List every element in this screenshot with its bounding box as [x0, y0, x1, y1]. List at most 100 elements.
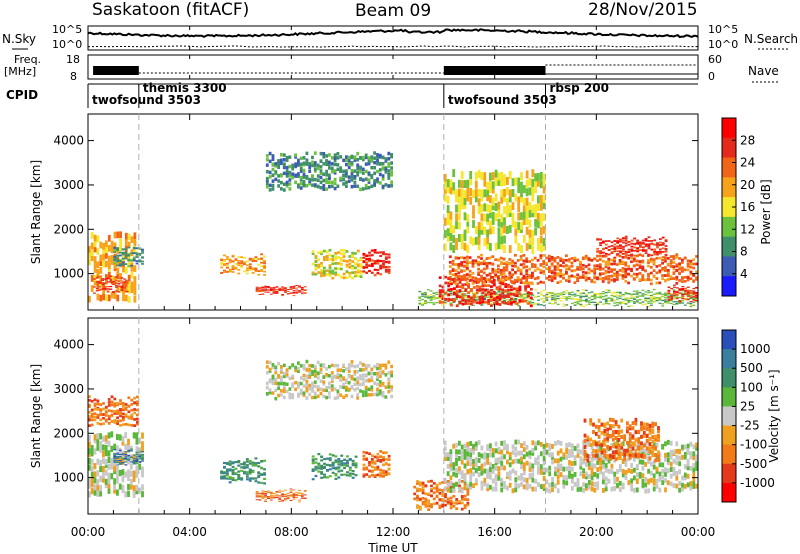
heatmap-cell	[267, 491, 270, 493]
heatmap-cell	[424, 300, 427, 303]
heatmap-cell	[559, 280, 563, 283]
heatmap-cell	[551, 459, 554, 465]
heatmap-cell	[261, 293, 265, 295]
heatmap-cell	[285, 169, 289, 173]
heatmap-cell	[508, 224, 512, 233]
heatmap-cell	[368, 264, 371, 267]
heatmap-cell	[617, 437, 621, 442]
heatmap-cell	[260, 265, 264, 268]
heatmap-cell	[537, 482, 540, 487]
heatmap-cell	[284, 287, 287, 288]
heatmap-cell	[354, 455, 358, 458]
heatmap-cell	[113, 455, 117, 458]
heatmap-cell	[99, 403, 103, 406]
heatmap-cell	[340, 462, 344, 465]
heatmap-cell	[599, 294, 602, 296]
heatmap-cell	[556, 458, 560, 464]
heatmap-cell	[607, 458, 611, 464]
heatmap-cell	[96, 293, 100, 301]
heatmap-cell	[460, 276, 463, 280]
heatmap-cell	[528, 241, 532, 250]
heatmap-cell	[351, 476, 355, 479]
heatmap-cell	[658, 458, 662, 463]
heatmap-cell	[104, 435, 108, 442]
heatmap-cell	[343, 473, 346, 476]
heatmap-cell	[579, 461, 583, 467]
heatmap-cell	[534, 204, 537, 213]
heatmap-cell	[323, 462, 326, 465]
heatmap-cell	[320, 472, 324, 475]
heatmap-cell	[133, 424, 136, 427]
heatmap-cell	[135, 451, 139, 453]
power-colorbar-swatch	[722, 276, 736, 297]
heatmap-cell	[452, 225, 456, 234]
heatmap-cell	[228, 270, 232, 272]
heatmap-cell	[650, 254, 654, 257]
heatmap-cell	[604, 467, 608, 473]
heatmap-cell	[619, 247, 622, 250]
heatmap-cell	[514, 193, 518, 202]
heatmap-cell	[627, 254, 631, 257]
heatmap-cell	[520, 221, 523, 230]
heatmap-cell	[138, 454, 142, 456]
heatmap-cell	[582, 289, 585, 291]
heatmap-cell	[501, 300, 505, 304]
heatmap-cell	[617, 433, 621, 438]
heatmap-cell	[599, 238, 602, 241]
heatmap-cell	[271, 157, 275, 161]
heatmap-cell	[354, 462, 358, 465]
heatmap-cell	[524, 299, 527, 303]
heatmap-cell	[500, 465, 504, 471]
heatmap-cell	[223, 477, 226, 480]
heatmap-cell	[281, 286, 284, 288]
heatmap-cell	[630, 269, 633, 273]
heatmap-cell	[325, 154, 328, 158]
heatmap-cell	[655, 265, 659, 268]
heatmap-cell	[223, 269, 226, 272]
heatmap-cell	[553, 271, 557, 275]
heatmap-cell	[121, 257, 125, 260]
heatmap-cell	[451, 267, 455, 271]
heatmap-cell	[421, 496, 425, 500]
heatmap-cell	[632, 264, 636, 268]
heatmap-cell	[483, 461, 487, 467]
heatmap-cell	[599, 250, 602, 253]
heatmap-cell	[130, 252, 133, 255]
heatmap-cell	[480, 189, 484, 198]
heatmap-cell	[455, 502, 459, 505]
heatmap-cell	[474, 226, 478, 234]
heatmap-cell	[116, 456, 119, 458]
heatmap-cell	[522, 234, 526, 243]
heatmap-cell	[491, 276, 495, 279]
heatmap-cell	[446, 290, 450, 292]
heatmap-cell	[596, 237, 600, 240]
heatmap-cell	[317, 470, 321, 473]
heatmap-cell	[517, 450, 521, 456]
heatmap-cell	[334, 255, 338, 259]
heatmap-cell	[278, 497, 282, 499]
heatmap-cell	[225, 477, 229, 480]
heatmap-cell	[692, 292, 696, 295]
heatmap-cell	[607, 275, 611, 278]
heatmap-cell	[556, 303, 560, 306]
heatmap-cell	[390, 184, 393, 188]
heatmap-cell	[630, 463, 633, 468]
heatmap-cell	[261, 493, 265, 495]
heatmap-cell	[624, 273, 628, 277]
power-colorbar-swatch	[722, 197, 736, 218]
heatmap-cell	[96, 433, 100, 440]
heatmap-cell	[418, 487, 422, 491]
heatmap-cell	[503, 440, 506, 446]
nave-tick-bottom: 0	[708, 70, 715, 83]
heatmap-cell	[618, 254, 622, 258]
heatmap-cell	[320, 476, 324, 479]
heatmap-cell	[497, 209, 501, 218]
heatmap-cell	[582, 295, 585, 298]
heatmap-cell	[518, 285, 522, 289]
heatmap-cell	[90, 418, 94, 422]
heatmap-cell	[277, 165, 280, 169]
heatmap-cell	[435, 501, 439, 505]
heatmap-cell	[489, 469, 492, 475]
heatmap-cell	[424, 484, 428, 487]
heatmap-cell	[593, 301, 597, 303]
